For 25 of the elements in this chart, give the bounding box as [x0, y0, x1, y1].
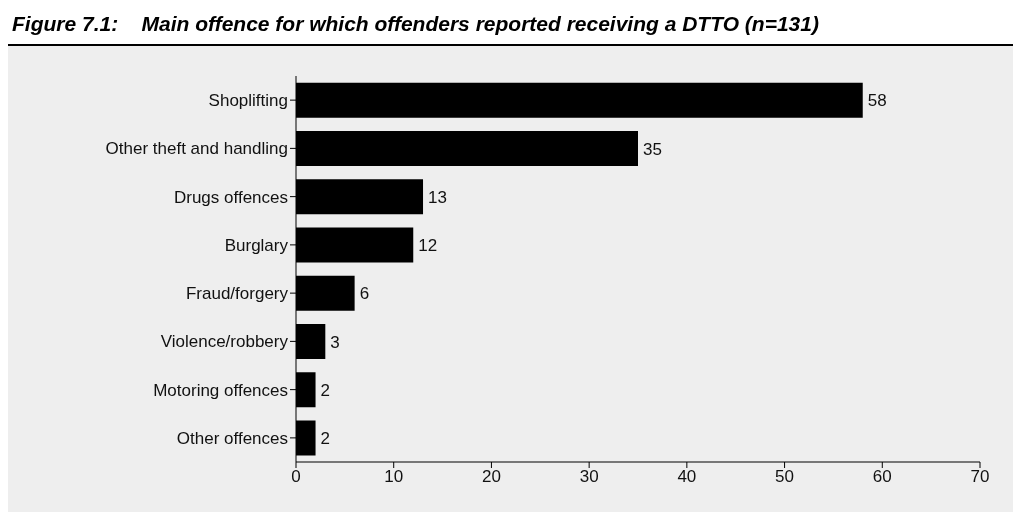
data-label: 6 [359, 284, 370, 304]
y-tick-label: Shoplifting [208, 91, 288, 111]
x-tick-label: 40 [677, 467, 697, 487]
data-label: 12 [418, 236, 438, 256]
chart-title: Figure 7.1: Main offence for which offenders reported receiving a DTTO (n=131) [8, 8, 1013, 46]
y-tick-label: Fraud/forgery [185, 284, 289, 304]
y-tick-label: Violence/robbery [160, 332, 289, 352]
data-label: 58 [867, 91, 887, 111]
data-label: 35 [643, 139, 662, 159]
x-tick-label: 70 [970, 467, 990, 487]
x-tick-label: 0 [291, 467, 301, 487]
data-label: 2 [320, 380, 331, 400]
y-tick-label: Motoring offences [153, 380, 288, 400]
y-tick-label: Drugs offences [173, 187, 288, 207]
data-label: 13 [428, 187, 447, 207]
y-tick-label: Other theft and handling [105, 139, 288, 159]
x-tick-label: 60 [872, 467, 892, 487]
y-tick-label: Burglary [224, 235, 289, 255]
y-tick-label: Other offences [176, 428, 288, 448]
x-tick-label: 10 [384, 467, 404, 487]
x-tick-label: 20 [481, 467, 501, 487]
data-label: 2 [320, 429, 331, 449]
x-tick-label: 50 [775, 467, 795, 487]
x-tick-label: 30 [579, 467, 599, 487]
data-label: 3 [330, 332, 340, 352]
